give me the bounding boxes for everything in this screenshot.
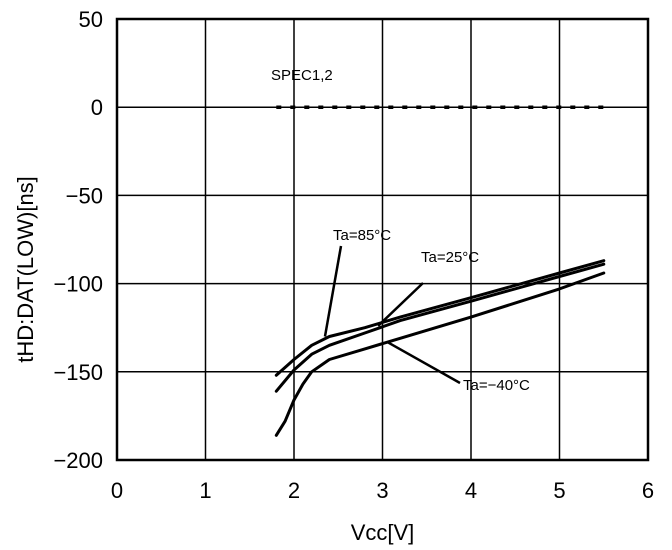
series-line-ta-40-c	[274, 271, 606, 437]
plot-frame	[115, 17, 650, 462]
y-tick-label-5: −200	[53, 448, 103, 473]
annotation-label-2: Ta=25°C	[421, 249, 479, 266]
y-tick-label-2: −50	[66, 183, 103, 208]
annotation-leader-3	[386, 340, 461, 385]
y-tick-label-0: 50	[79, 7, 103, 32]
x-axis-title: Vcc[V]	[351, 520, 415, 545]
grid-layer	[117, 19, 648, 460]
x-tick-label-3: 3	[376, 478, 388, 503]
annotation-label-0: SPEC1,2	[271, 67, 333, 84]
y-tick-label-3: −100	[53, 272, 103, 297]
x-tick-label-1: 1	[199, 478, 211, 503]
y-tick-label-1: 0	[91, 95, 103, 120]
x-tick-label-5: 5	[553, 478, 565, 503]
x-tick-label-4: 4	[465, 478, 477, 503]
annotation-label-3: Ta=−40°C	[463, 377, 530, 394]
annotation-leader-1	[323, 245, 343, 337]
annotation-leader-2	[377, 282, 424, 327]
annotation-label-1: Ta=85°C	[333, 227, 391, 244]
annotations: SPEC1,2 Ta=85°C Ta=25°C Ta=−40°C	[271, 67, 530, 394]
y-axis-title: tHD:DAT(LOW)[ns]	[13, 176, 38, 363]
x-tick-label-6: 6	[642, 478, 654, 503]
x-tick-label-2: 2	[288, 478, 300, 503]
x-tick-label-0: 0	[111, 478, 123, 503]
series-layer	[274, 105, 606, 437]
y-tick-label-4: −150	[53, 360, 103, 385]
tick-labels: 0 1 2 3 4 5 6 50 0 −50 −100 −150 −200	[53, 7, 654, 503]
series-line-ta-85-c	[274, 259, 606, 377]
series-line-ta-25-c	[274, 262, 606, 393]
